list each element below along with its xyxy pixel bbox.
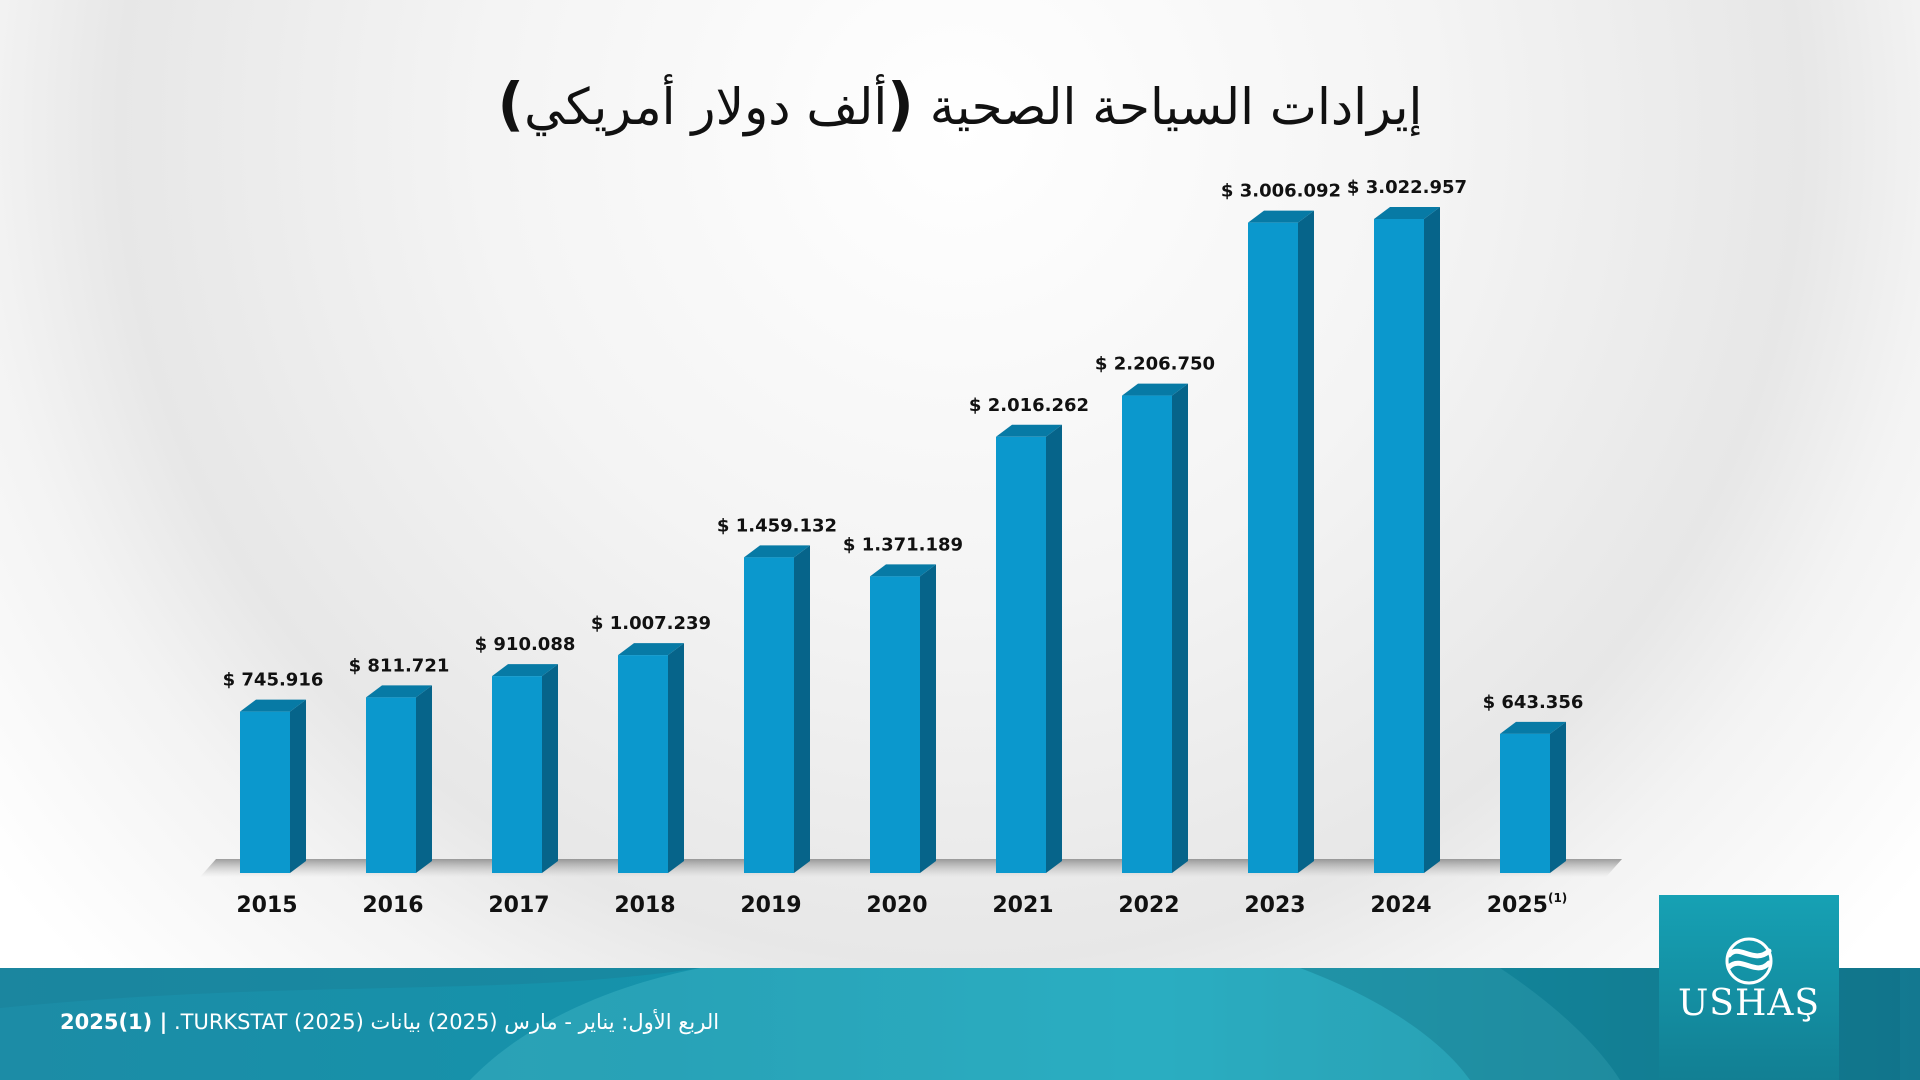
data-label-2015: $ 745.916 bbox=[223, 670, 324, 691]
bar-2021 bbox=[996, 436, 1046, 873]
ushas-wave-logo-icon bbox=[1725, 937, 1773, 985]
ushas-logo: USHAŞ bbox=[1659, 895, 1839, 1080]
bar-side-2022 bbox=[1172, 383, 1188, 873]
bar-side-2020 bbox=[920, 564, 936, 873]
bar-2025 bbox=[1500, 733, 1550, 873]
bar-top-2017 bbox=[492, 664, 558, 677]
x-tick-label-2017: 2017 bbox=[488, 893, 549, 918]
bar-2017 bbox=[492, 676, 542, 873]
bar-2022 bbox=[1122, 395, 1172, 873]
data-label-2018: $ 1.007.239 bbox=[591, 613, 711, 634]
bar-2015 bbox=[240, 711, 290, 873]
bar-top-2019 bbox=[744, 545, 810, 558]
bar-top-2021 bbox=[996, 424, 1062, 437]
data-label-2020: $ 1.371.189 bbox=[843, 534, 963, 555]
chart-title-main: إيرادات السياحة الصحية bbox=[929, 78, 1423, 136]
bar-2020 bbox=[870, 576, 920, 873]
footer-source: الربع الأول: يناير - مارس (2025) بيانات … bbox=[173, 1010, 720, 1034]
x-tick-label-2018: 2018 bbox=[614, 893, 675, 918]
bar-side-2019 bbox=[794, 545, 810, 873]
data-label-2022: $ 2.206.750 bbox=[1095, 354, 1215, 375]
bar-2023 bbox=[1248, 222, 1298, 873]
x-tick-label-2022: 2022 bbox=[1118, 893, 1179, 918]
data-label-2024: $ 3.022.957 bbox=[1347, 177, 1467, 198]
bar-2018 bbox=[618, 655, 668, 873]
x-tick-label-2020: 2020 bbox=[866, 893, 927, 918]
chart-title-unit: ألف دولار أمريكي bbox=[524, 78, 888, 136]
x-tick-label-2024: 2024 bbox=[1370, 893, 1431, 918]
x-tick-label-2015: 2015 bbox=[236, 893, 297, 918]
data-label-2019: $ 1.459.132 bbox=[717, 515, 837, 536]
x-tick-label-2023: 2023 bbox=[1244, 893, 1305, 918]
bar-top-2015 bbox=[240, 699, 306, 712]
data-label-2025: $ 643.356 bbox=[1483, 692, 1584, 713]
bar-side-2017 bbox=[542, 664, 558, 873]
x-tick-footnote-marker: (1) bbox=[1548, 891, 1567, 905]
footer-note: 2025(1) | الربع الأول: يناير - مارس (202… bbox=[60, 1010, 719, 1034]
bar-top-2016 bbox=[366, 685, 432, 698]
x-tick-label-2025: 2025(1) bbox=[1487, 891, 1568, 918]
bar-side-2016 bbox=[416, 685, 432, 873]
bar-top-2020 bbox=[870, 564, 936, 577]
bar-side-2023 bbox=[1298, 210, 1314, 873]
bar-side-2021 bbox=[1046, 424, 1062, 873]
data-label-2021: $ 2.016.262 bbox=[969, 395, 1089, 416]
data-label-2016: $ 811.721 bbox=[349, 655, 450, 676]
ushas-logo-text: USHAŞ bbox=[1677, 983, 1821, 1024]
bar-2016 bbox=[366, 697, 416, 873]
bar-side-2024 bbox=[1424, 207, 1440, 873]
bar-2024 bbox=[1374, 219, 1424, 873]
bar-side-2025 bbox=[1550, 721, 1566, 873]
bar-top-2022 bbox=[1122, 383, 1188, 396]
data-label-2017: $ 910.088 bbox=[475, 634, 576, 655]
footer-tag: 2025(1) | bbox=[60, 1010, 168, 1034]
bar-top-2024 bbox=[1374, 207, 1440, 219]
bar-top-2025 bbox=[1500, 721, 1566, 734]
bar-side-2018 bbox=[668, 643, 684, 873]
x-tick-label-2016: 2016 bbox=[362, 893, 423, 918]
x-tick-label-2019: 2019 bbox=[740, 893, 801, 918]
data-label-2023: $ 3.006.092 bbox=[1221, 181, 1341, 202]
bar-side-2015 bbox=[290, 699, 306, 873]
bar-chart: $ 745.916 2015 $ 811.721 2016 $ 910.088 2017 $… bbox=[200, 177, 1622, 918]
bar-top-2018 bbox=[618, 643, 684, 656]
x-tick-label-2021: 2021 bbox=[992, 893, 1053, 918]
bar-top-2023 bbox=[1248, 210, 1314, 223]
chart-title: إيرادات السياحة الصحية (ألف دولار أمريكي… bbox=[497, 70, 1423, 138]
bar-2019 bbox=[744, 557, 794, 873]
